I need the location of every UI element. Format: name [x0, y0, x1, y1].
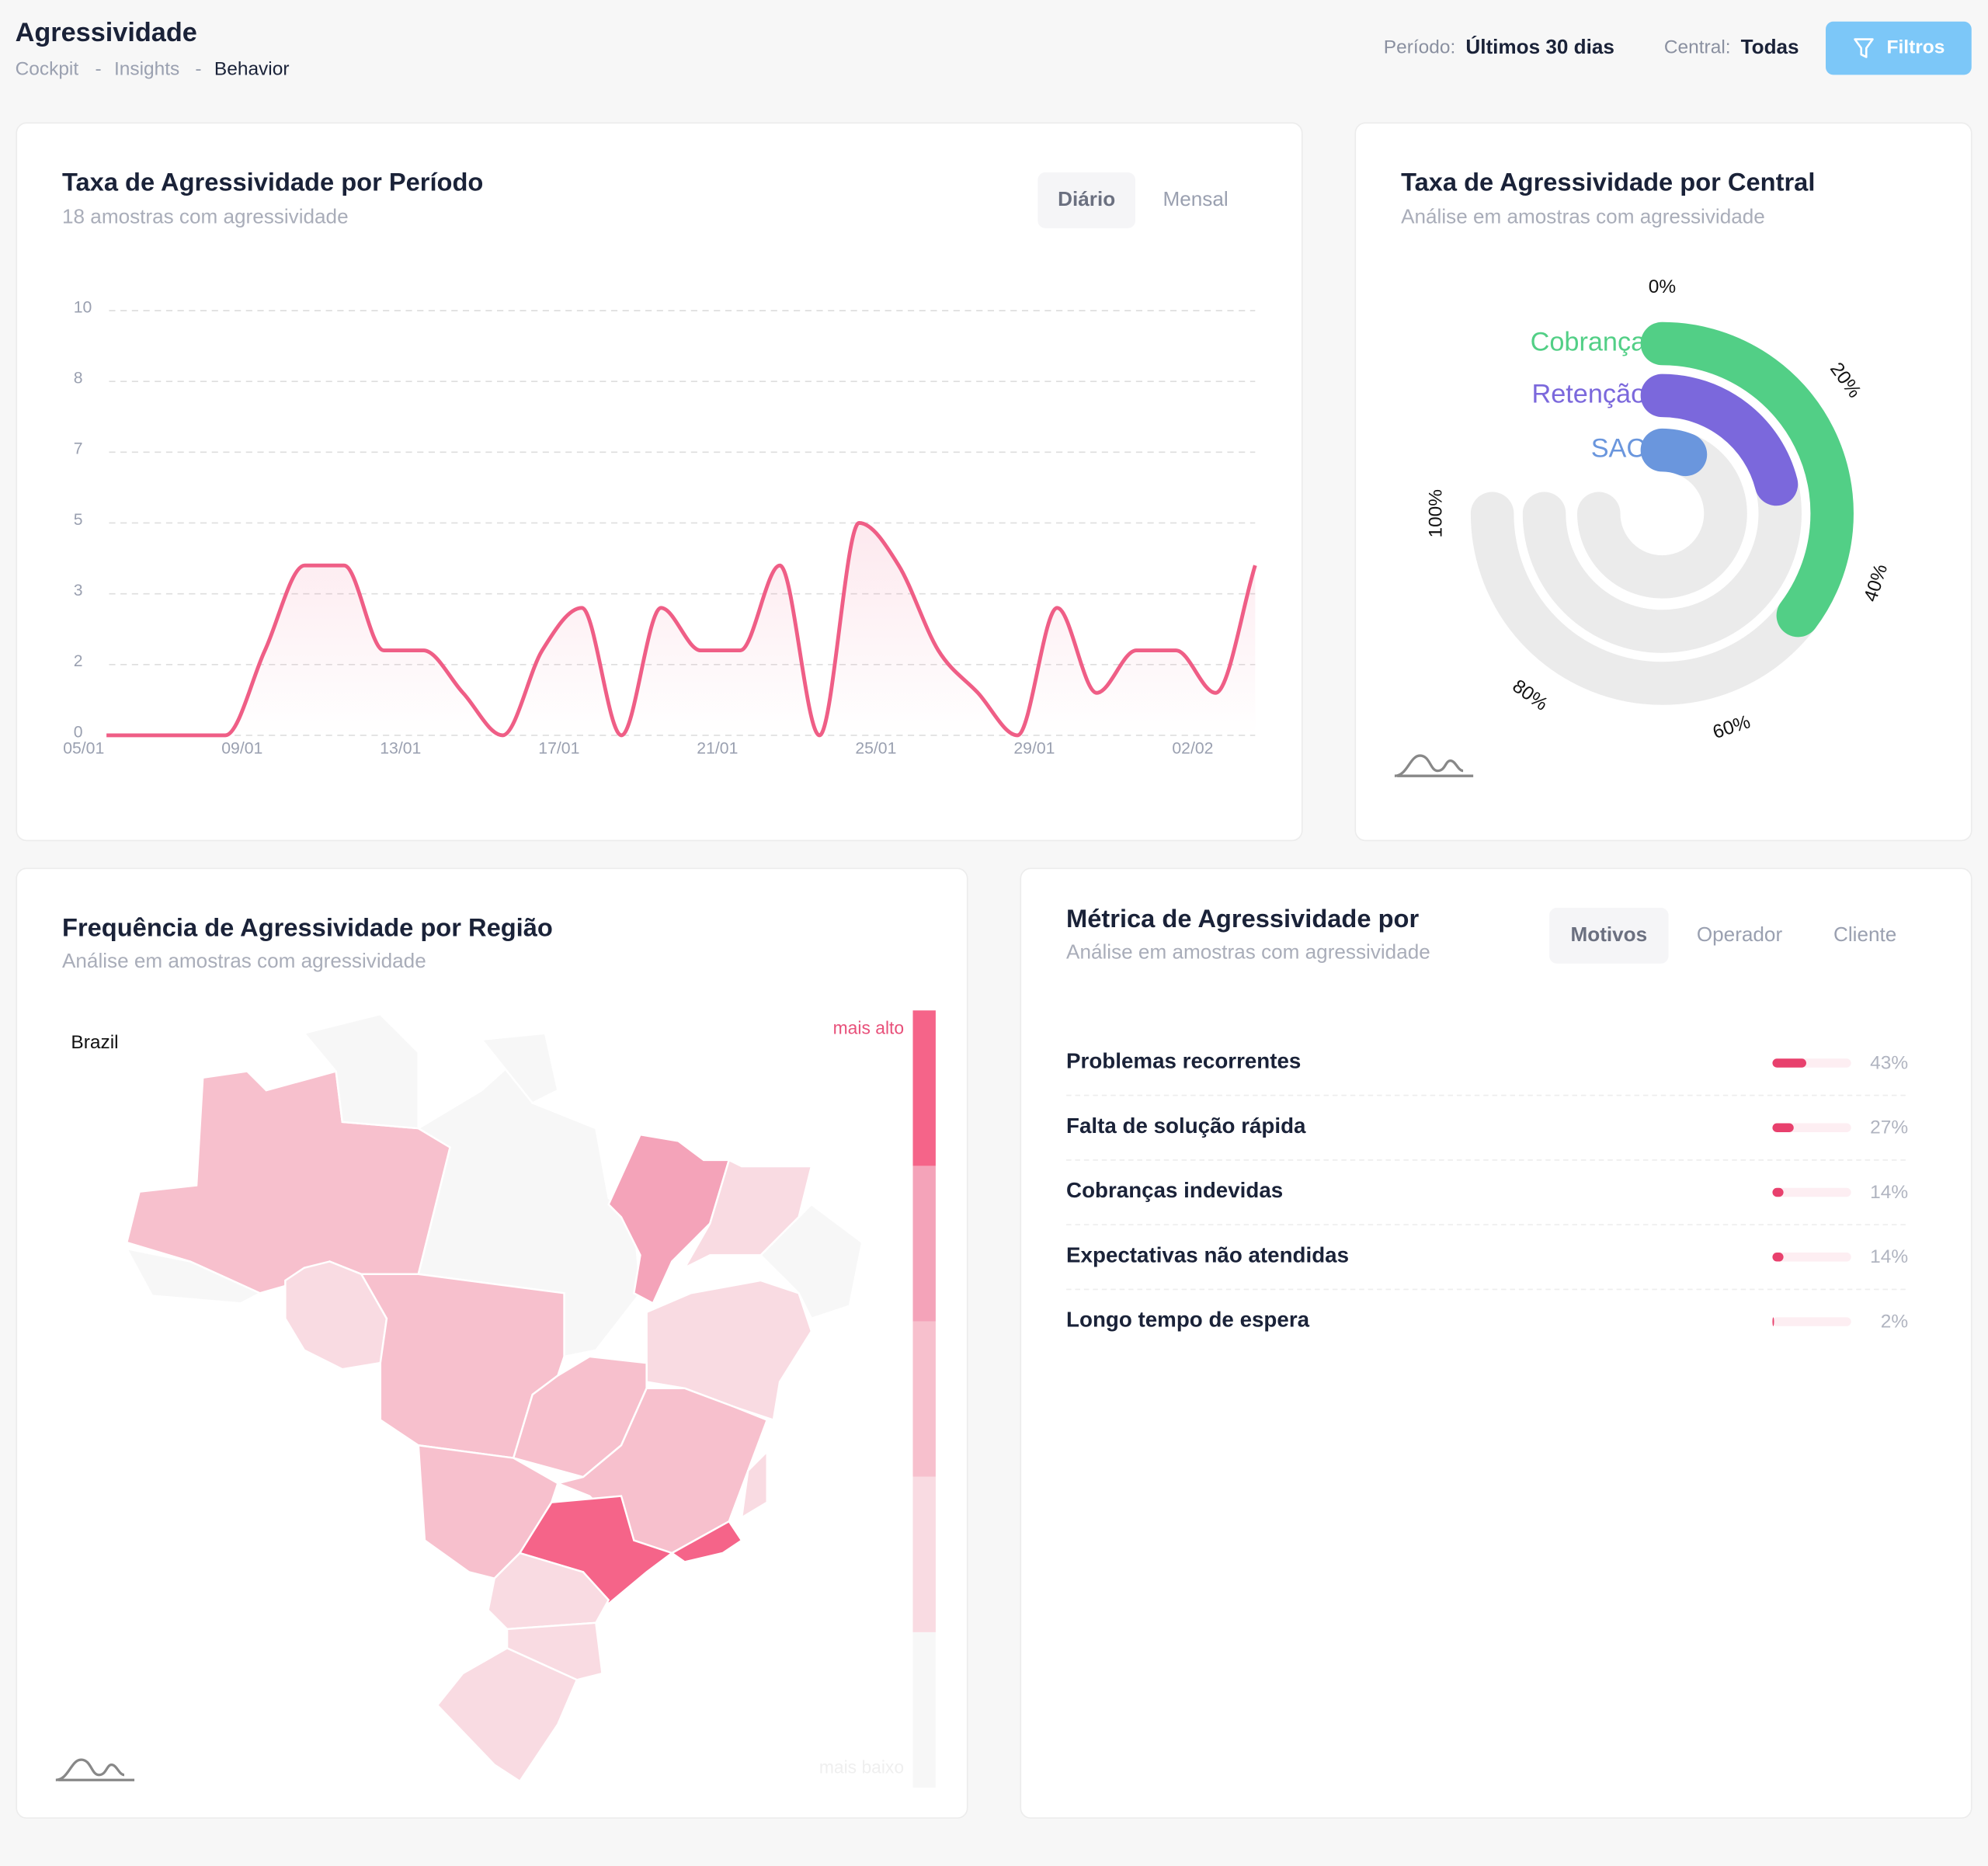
value-label: 43%: [1870, 1052, 1908, 1073]
map-region[interactable]: [645, 1279, 813, 1422]
metric-name: Falta de solução rápida: [1066, 1114, 1306, 1138]
metric-name: Expectativas não atendidas: [1066, 1242, 1349, 1267]
bar-track: [1772, 1253, 1851, 1262]
legend-band: [912, 1321, 936, 1477]
tab-active-bg: [1037, 172, 1136, 228]
card-title: Métrica de Agressividade por: [1066, 904, 1419, 933]
bar: [1772, 1253, 1784, 1262]
axis-tick-label: 0%: [1649, 276, 1676, 297]
map-region[interactable]: [436, 1647, 579, 1783]
value-label: 14%: [1870, 1182, 1908, 1203]
x-tick-label: 02/02: [1172, 740, 1213, 758]
metric-name: Problemas recorrentes: [1066, 1048, 1301, 1072]
tab[interactable]: Operador: [1697, 923, 1783, 946]
metric-name: Longo tempo de espera: [1066, 1308, 1310, 1332]
bar-track: [1772, 1187, 1851, 1197]
y-tick-label: 10: [74, 298, 92, 316]
breadcrumb[interactable]: Insights: [114, 58, 179, 79]
card-subtitle: Análise em amostras com agressividade: [1066, 940, 1430, 964]
map-title: Brazil: [71, 1032, 118, 1053]
legend-band: [912, 1631, 936, 1788]
card-subtitle: 18 amostras com agressividade: [62, 205, 349, 228]
tab[interactable]: Diário: [1058, 187, 1115, 210]
x-tick-label: 17/01: [538, 740, 579, 758]
map-region[interactable]: [480, 1032, 559, 1104]
filter-value[interactable]: Todas: [1741, 35, 1799, 58]
bar: [1772, 1058, 1806, 1068]
legend-label: Cobrança: [1531, 328, 1647, 357]
breadcrumb-separator: -: [95, 58, 101, 79]
filter-button-label[interactable]: Filtros: [1887, 37, 1945, 58]
filter-value[interactable]: Últimos 30 dias: [1465, 35, 1614, 58]
logo: [55, 1758, 135, 1781]
metric-name: Cobranças indevidas: [1066, 1178, 1283, 1202]
card-subtitle: Análise em amostras com agressividade: [1401, 205, 1765, 228]
card-title: Taxa de Agressividade por Central: [1401, 167, 1815, 196]
y-tick-label: 8: [74, 370, 83, 387]
x-tick-label: 29/01: [1013, 740, 1055, 758]
x-tick-label: 25/01: [855, 740, 896, 758]
bar: [1772, 1123, 1794, 1132]
legend-high: mais alto: [833, 1018, 904, 1038]
legend-label: SAC: [1591, 434, 1646, 464]
tab[interactable]: Motivos: [1571, 923, 1648, 946]
legend-band: [912, 1010, 936, 1166]
tab[interactable]: Mensal: [1163, 187, 1229, 210]
breadcrumb-separator: -: [195, 58, 201, 79]
bar: [1772, 1187, 1784, 1197]
legend-band: [912, 1166, 936, 1322]
radial-bar: [1640, 321, 1854, 638]
value-label: 27%: [1870, 1117, 1908, 1138]
x-tick-label: 05/01: [63, 740, 104, 758]
line: [106, 521, 1257, 738]
logo: [1394, 754, 1474, 777]
radial-track: [1577, 428, 1747, 599]
filter-button[interactable]: [1826, 21, 1972, 75]
breadcrumb: Behavior: [214, 58, 290, 79]
map-region[interactable]: [607, 1133, 731, 1305]
legend-low: mais baixo: [819, 1757, 904, 1777]
bar-track: [1772, 1317, 1851, 1326]
legend-label: Retenção: [1531, 379, 1646, 408]
value-label: 2%: [1881, 1311, 1908, 1332]
y-tick-label: 0: [74, 723, 83, 741]
y-tick-label: 2: [74, 652, 83, 670]
card-title: Taxa de Agressividade por Período: [62, 167, 483, 196]
x-tick-label: 21/01: [697, 740, 738, 758]
map-region[interactable]: [759, 1203, 864, 1320]
x-tick-label: 13/01: [380, 740, 421, 758]
tab[interactable]: Cliente: [1833, 923, 1896, 946]
tab-active-bg: [1549, 907, 1669, 964]
y-tick-label: 7: [74, 440, 83, 458]
map-region[interactable]: [740, 1449, 768, 1520]
value-label: 14%: [1870, 1246, 1908, 1267]
radial-bar: [1640, 428, 1708, 477]
page-title: Agressividade: [16, 18, 197, 47]
card-title: Frequência de Agressividade por Região: [62, 912, 553, 941]
x-tick-label: 09/01: [221, 740, 262, 758]
filter-label: Período:: [1384, 37, 1456, 58]
axis-tick-label: 100%: [1425, 489, 1446, 538]
y-tick-label: 3: [74, 582, 83, 599]
map-region[interactable]: [506, 1621, 603, 1681]
breadcrumb[interactable]: Cockpit: [16, 58, 79, 79]
map-region[interactable]: [669, 1520, 743, 1563]
map-region[interactable]: [487, 1552, 610, 1631]
card-subtitle: Análise em amostras com agressividade: [62, 949, 426, 972]
card: [1354, 122, 1972, 842]
card: [1020, 867, 1972, 1819]
filter-icon: [1854, 38, 1874, 58]
map-region[interactable]: [124, 1247, 262, 1305]
y-tick-label: 5: [74, 511, 83, 529]
filter-label: Central:: [1664, 37, 1731, 58]
bar: [1772, 1317, 1774, 1326]
legend-band: [912, 1476, 936, 1632]
radial-bar: [1640, 374, 1799, 506]
